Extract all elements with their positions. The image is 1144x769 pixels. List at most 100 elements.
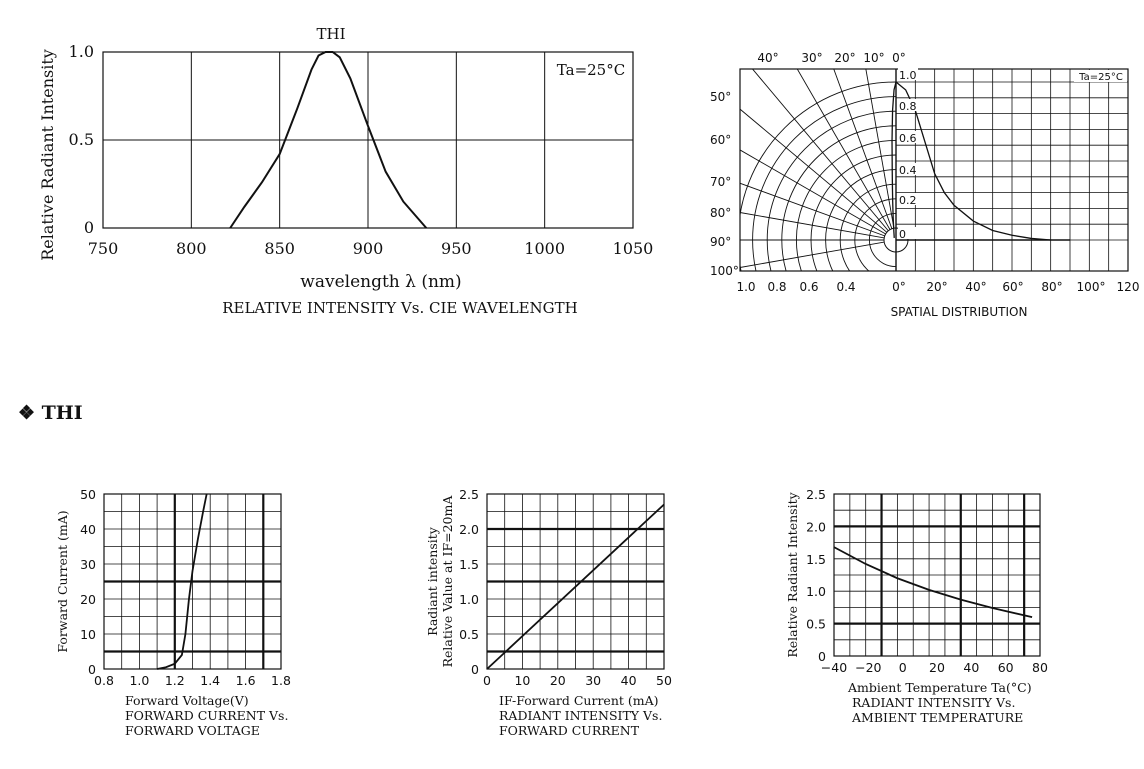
spectrum-y-axis-label: Relative Radiant Intensity <box>38 49 57 261</box>
ri_ta-title-line: RADIANT INTENSITY Vs. <box>852 695 1015 710</box>
spatial-chart: 1.0 0.8 0.6 0.4 0.2 0 40° 30° 20° 10° 0° 50° 60° 70° 8… <box>710 51 1140 319</box>
spatial-radial-line <box>833 69 897 241</box>
ri_ta-ytick-label: 1.0 <box>806 584 826 599</box>
iv-xtick-label: 0.8 <box>94 673 114 688</box>
iv-ytick-label: 10 <box>80 627 96 642</box>
iv-xtick-label: 1.2 <box>165 673 185 688</box>
ri_ta-x-axis-label: Ambient Temperature Ta(°C) <box>847 680 1032 695</box>
spatial-xtick-label: 120 <box>1117 280 1140 294</box>
iv-title-line: FORWARD VOLTAGE <box>125 723 260 738</box>
iv-ytick-label: 20 <box>80 592 96 607</box>
spatial-left-angle-label: 60° <box>710 133 731 147</box>
iv-series-line <box>156 493 208 670</box>
spectrum-series-line <box>229 51 428 229</box>
spatial-radial-line <box>796 69 897 241</box>
ri_if-xtick-label: 0 <box>483 673 491 688</box>
spectrum-ytick-label: 0 <box>84 218 94 237</box>
spatial-intensity-label: 0 <box>899 228 906 241</box>
spatial-label-backdrop <box>898 131 918 143</box>
ri_if-y-axis-label: Relative Value at IF=20mA <box>440 495 455 668</box>
spectrum-xtick-label: 1050 <box>613 239 654 258</box>
spatial-label-backdrop <box>898 99 918 111</box>
spatial-label-backdrop <box>898 193 918 205</box>
ri_if-title-line: RADIANT INTENSITY Vs. <box>499 708 662 723</box>
ri_if-title-line: FORWARD CURRENT <box>499 723 640 738</box>
spectrum-xtick-label: 900 <box>353 239 384 258</box>
spectrum-frame <box>102 51 634 229</box>
iv-xtick-label: 1.0 <box>129 673 149 688</box>
spatial-left-angle-label: 90° <box>710 235 731 249</box>
ri_ta-chart: −40 −20 0 20 40 60 80 0 0.5 1.0 1.5 2.0 2.5 Ambient T… <box>785 487 1048 725</box>
ri_ta-series-line <box>833 546 1033 618</box>
iv-ytick-label: 50 <box>80 487 96 502</box>
iv-xtick-label: 1.8 <box>271 673 291 688</box>
ri_ta-ytick-label: 0.5 <box>806 617 826 632</box>
spatial-top-angle-label: 10° <box>863 51 884 65</box>
spatial-xtick-label: 100° <box>1077 280 1106 294</box>
spatial-intensity-label: 0.2 <box>899 194 917 207</box>
iv-chart: 0.8 1.0 1.2 1.4 1.6 1.8 0 10 20 30 40 50 Forward Vol… <box>55 487 291 738</box>
spatial-frame <box>739 68 1129 272</box>
spatial-xtick-label: 20° <box>926 280 947 294</box>
ri_if-xtick-label: 10 <box>514 673 530 688</box>
spatial-bottom-label: 0.8 <box>767 280 786 294</box>
ri_if-frame <box>486 493 665 670</box>
spatial-title: SPATIAL DISTRIBUTION <box>891 305 1028 319</box>
spatial-radial-line <box>751 69 897 241</box>
iv-y-axis-label: Forward Current (mA) <box>55 510 70 652</box>
ri_ta-xtick-label: 0 <box>899 660 907 675</box>
spectrum-xtick-label: 950 <box>441 239 472 258</box>
iv-xtick-label: 1.6 <box>236 673 256 688</box>
ri_if-y-axis-label: Radiant intensity <box>425 526 440 636</box>
spatial-xtick-label: 80° <box>1041 280 1062 294</box>
spatial-intensity-label: 0.8 <box>899 100 917 113</box>
ri_ta-title-line: AMBIENT TEMPERATURE <box>851 710 1023 725</box>
spatial-intensity-label: 0.6 <box>899 132 917 145</box>
spatial-xtick-label: 60° <box>1002 280 1023 294</box>
ri_ta-ytick-label: 2.0 <box>806 519 826 534</box>
spatial-radial-line <box>740 149 897 241</box>
ri_if-ytick-label: 0 <box>471 662 479 677</box>
spatial-annotation: Ta=25°C <box>1078 72 1123 83</box>
spatial-polar-series-line <box>891 81 897 238</box>
ri_ta-ytick-label: 1.5 <box>806 552 826 567</box>
ri_if-xtick-label: 40 <box>621 673 637 688</box>
ri_ta-xtick-label: 40 <box>963 660 979 675</box>
spectrum-series-label: THI <box>316 25 345 43</box>
spatial-top-angle-label: 0° <box>892 51 906 65</box>
spatial-radial-line <box>740 182 897 241</box>
ri_ta-xtick-label: 60 <box>998 660 1014 675</box>
spectrum-xtick-label: 1000 <box>524 239 565 258</box>
spectrum-x-axis-label: wavelength λ (nm) <box>300 272 461 292</box>
spatial-xtick-label: 0° <box>892 280 906 294</box>
ri_ta-ytick-label: 2.5 <box>806 487 826 502</box>
spatial-radial-line <box>740 239 897 268</box>
ri_if-xtick-label: 30 <box>585 673 601 688</box>
ri_if-chart: 0 10 20 30 40 50 0 0.5 1.0 1.5 2.0 2.5 IF-Forward Cu… <box>425 487 672 738</box>
ri_if-ytick-label: 2.5 <box>459 487 479 502</box>
spatial-radial-line <box>740 108 897 241</box>
ri_ta-xtick-label: −20 <box>855 660 881 675</box>
ri_ta-xtick-label: −40 <box>821 660 847 675</box>
spatial-polar-arc <box>740 81 897 271</box>
ri_ta-y-axis-label: Relative Radiant Intensity <box>785 491 800 657</box>
spatial-intensity-label: 1.0 <box>899 69 917 82</box>
ri_ta-ytick-label: 0 <box>818 649 826 664</box>
spatial-left-angle-label: 70° <box>710 175 731 189</box>
ri_if-ytick-label: 1.5 <box>459 557 479 572</box>
spatial-label-backdrop <box>898 163 918 175</box>
spatial-intensity-label: 0.4 <box>899 164 917 177</box>
spectrum-chart: 750 800 850 900 950 1000 1050 0 0.5 1.0 THI Ta=25°C… <box>38 25 653 317</box>
iv-frame <box>103 493 282 670</box>
spatial-left-angle-label: 50° <box>710 90 731 104</box>
spatial-label-backdrop <box>898 227 918 239</box>
spatial-top-angle-label: 20° <box>834 51 855 65</box>
spatial-xtick-label: 40° <box>965 280 986 294</box>
spatial-label-backdrop <box>898 68 918 80</box>
ri_ta-frame <box>833 493 1041 657</box>
spectrum-xtick-label: 850 <box>264 239 295 258</box>
ri_if-series-line <box>486 503 665 670</box>
iv-title-line: FORWARD CURRENT Vs. <box>125 708 288 723</box>
ri_if-ytick-label: 1.0 <box>459 592 479 607</box>
